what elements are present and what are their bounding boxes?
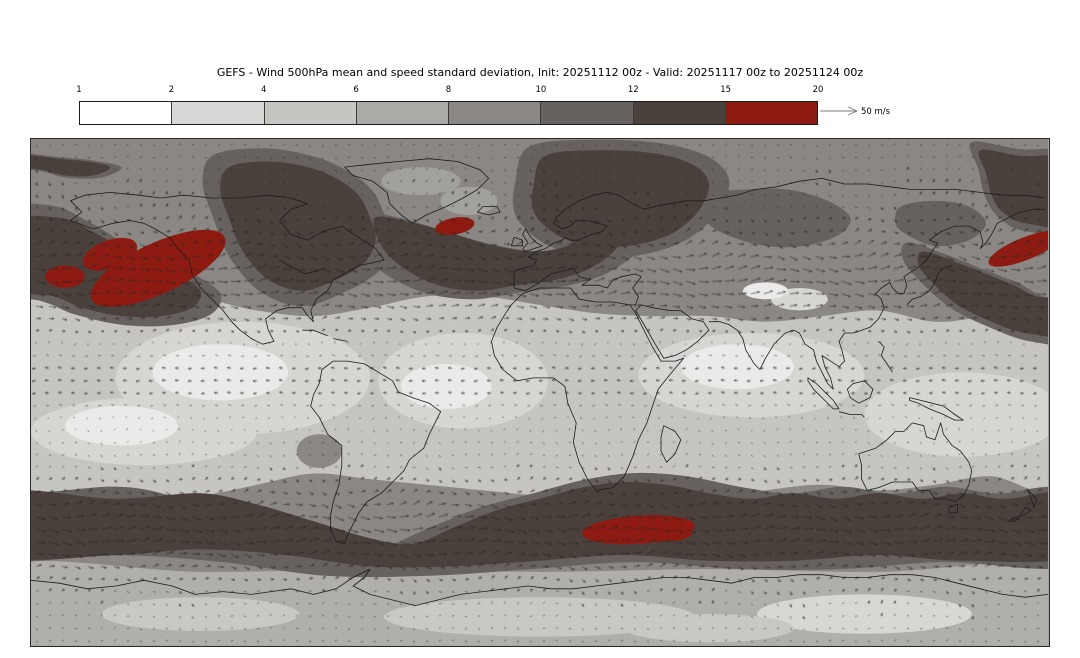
wind-vector-layer — [31, 139, 1048, 645]
reference-arrow-label: 50 m/s — [861, 107, 891, 117]
colorbar-segment — [171, 102, 263, 124]
colorbar-tick-label: 4 — [261, 85, 266, 95]
figure: GEFS - Wind 500hPa mean and speed standa… — [0, 0, 1080, 658]
arrow-icon — [820, 107, 857, 115]
colorbar-segment — [80, 102, 171, 124]
figure-title: GEFS - Wind 500hPa mean and speed standa… — [0, 66, 1080, 79]
colorbar-segment — [264, 102, 356, 124]
reference-arrow: 50 m/s — [819, 102, 909, 120]
colorbar-segment — [540, 102, 632, 124]
colorbar-segment — [356, 102, 448, 124]
colorbar-tick-label: 6 — [353, 85, 358, 95]
colorbar-tick-label: 10 — [535, 85, 546, 95]
colorbar-tick-label: 20 — [813, 85, 824, 95]
colorbar-tick-labels: 1 2 4 6 8 10 12 15 20 — [0, 85, 1080, 97]
colorbar-tick-label: 15 — [720, 85, 731, 95]
colorbar-segment — [633, 102, 725, 124]
world-map: from grib files provided by NCEP ©2025 s… — [30, 138, 1050, 647]
colorbar-tick-label: 2 — [169, 85, 174, 95]
colorbar-tick-label: 12 — [628, 85, 639, 95]
colorbar-tick-label: 1 — [76, 85, 81, 95]
colorbar-segment — [725, 102, 817, 124]
colorbar — [79, 101, 818, 125]
colorbar-tick-label: 8 — [446, 85, 451, 95]
colorbar-segment — [448, 102, 540, 124]
